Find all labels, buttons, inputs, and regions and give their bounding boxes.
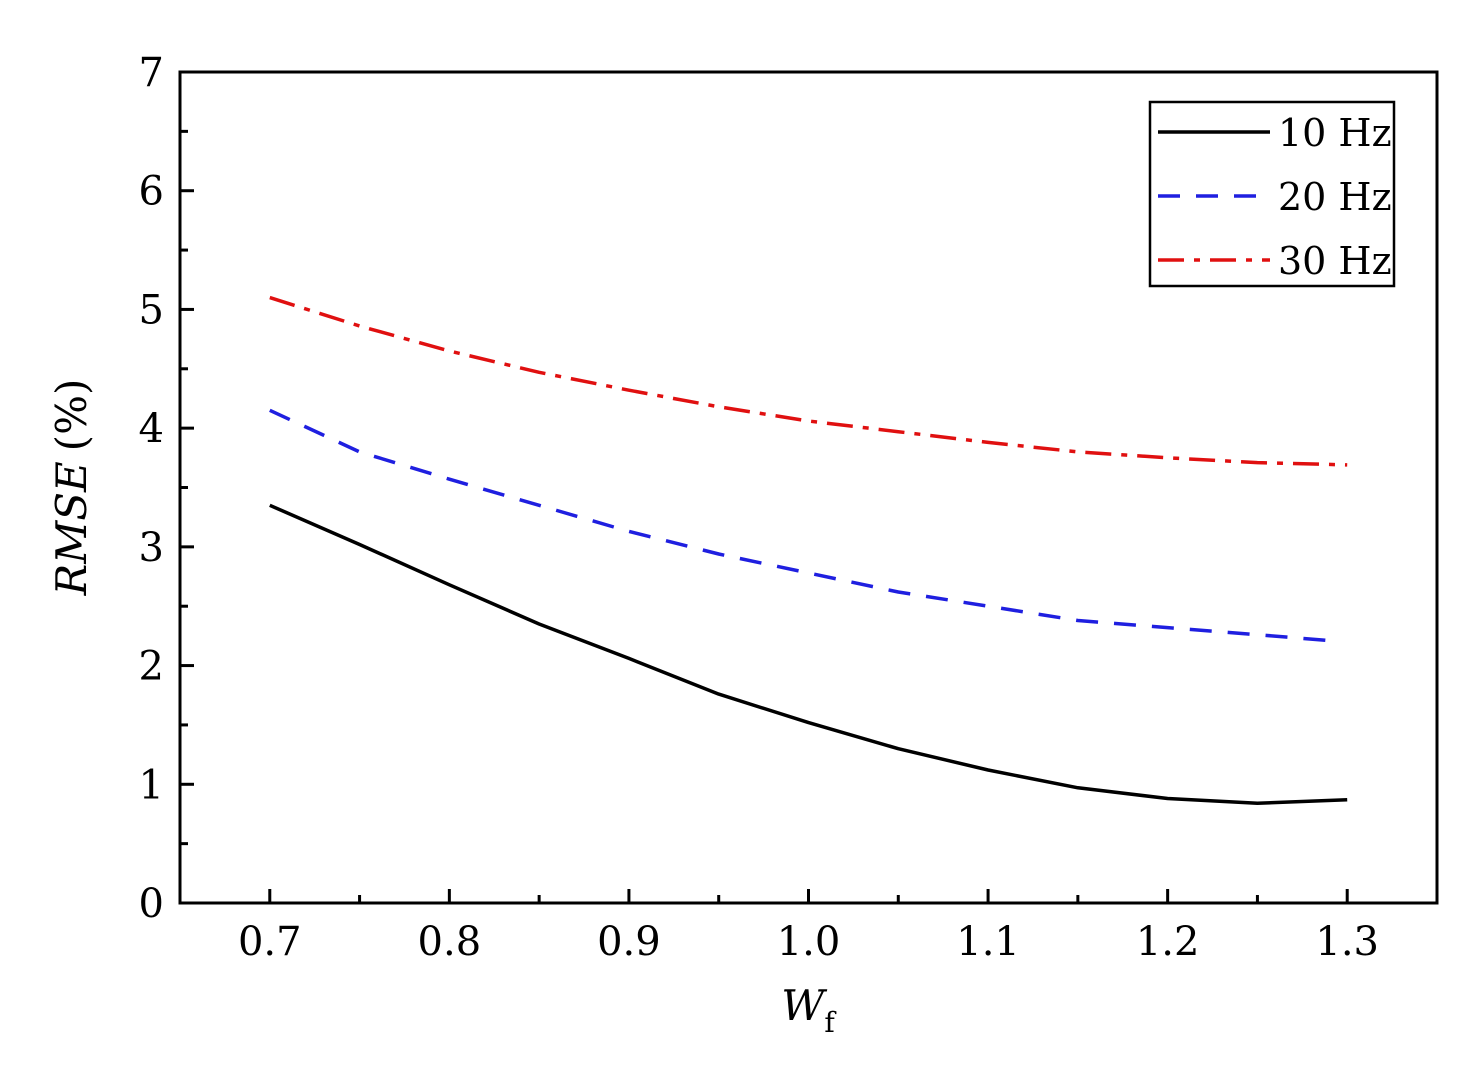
- series-lines: [269, 295, 1348, 806]
- x-axis-label-sub: f: [824, 1006, 837, 1039]
- series-line-3: [269, 295, 1348, 467]
- x-axis-label: Wf: [781, 981, 837, 1039]
- x-tick-label: 1.0: [777, 919, 841, 965]
- y-axis-label-unit: (%): [47, 379, 96, 452]
- y-tick-label: 5: [139, 287, 164, 333]
- axes: 0 1 2 3 4 5 6 7 0.7 0.8 0.9 1.0 1.1 1.2 1.3: [139, 50, 1379, 965]
- y-tick-label: 3: [139, 525, 164, 571]
- x-tick-label: 1.1: [956, 919, 1020, 965]
- series-line-2: [269, 408, 1330, 643]
- y-tick-label: 7: [139, 50, 164, 96]
- y-tick-label: 1: [139, 762, 164, 808]
- x-tick-label: 0.7: [238, 919, 302, 965]
- x-tick-label: 0.9: [597, 919, 661, 965]
- x-tick-label: 1.3: [1315, 919, 1379, 965]
- y-axis-label: RMSE (%): [47, 379, 96, 597]
- y-tick-label: 2: [139, 644, 164, 690]
- x-tick-label: 1.2: [1136, 919, 1200, 965]
- series-line-1: [269, 503, 1348, 806]
- y-tick-label: 4: [139, 406, 164, 452]
- x-tick-label: 0.8: [418, 919, 482, 965]
- y-tick-label: 0: [139, 881, 164, 927]
- x-axis-label-main: W: [781, 981, 828, 1030]
- legend-label-3: 30 Hz: [1278, 239, 1392, 283]
- legend-label-1: 10 Hz: [1278, 111, 1392, 155]
- legend: 10 Hz 20 Hz 30 Hz: [1148, 100, 1396, 288]
- y-tick-label: 6: [139, 169, 164, 215]
- y-axis-label-italic: RMSE: [47, 461, 96, 596]
- legend-label-2: 20 Hz: [1278, 175, 1392, 219]
